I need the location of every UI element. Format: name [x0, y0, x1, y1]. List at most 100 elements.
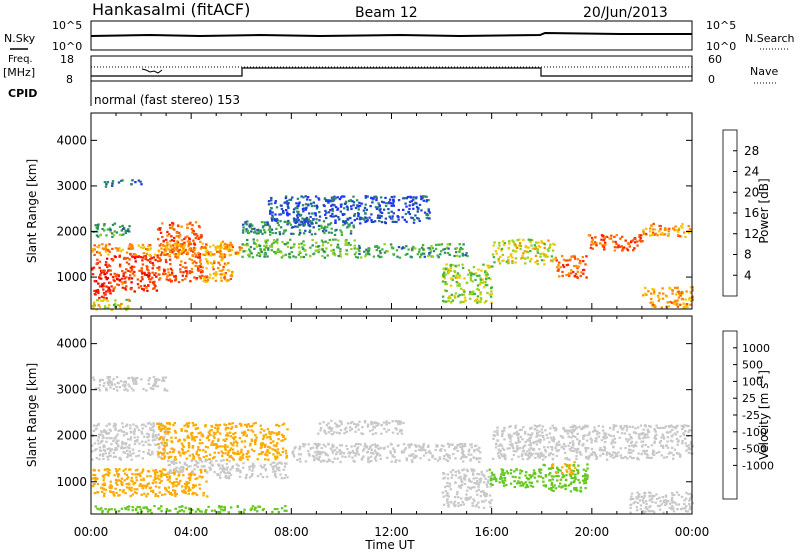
data-cell-8: [302, 232, 306, 235]
data-cell-6: [463, 442, 467, 446]
data-cell-17: [295, 202, 298, 205]
data-cell-12: [503, 457, 507, 460]
data-cell-17: [364, 216, 367, 219]
data-cell-15: [687, 298, 691, 301]
data-cell-7: [248, 248, 251, 251]
freq-tick-bottom: 8: [66, 73, 73, 86]
data-cell-6: [438, 457, 442, 460]
data-cell-8: [475, 490, 478, 493]
data-cell-2: [170, 440, 173, 443]
data-cell-2: [159, 243, 163, 246]
data-cell-1: [153, 280, 156, 283]
data-cell-6: [294, 446, 297, 449]
data-cell-4: [269, 463, 273, 466]
data-cell-3: [203, 465, 206, 468]
data-cell-3: [181, 465, 184, 468]
data-cell-2: [262, 436, 266, 439]
data-cell-6: [315, 447, 319, 450]
data-cell-6: [364, 445, 367, 448]
data-cell-8: [466, 489, 469, 492]
data-cell-2: [225, 427, 228, 430]
data-cell-1: [116, 475, 120, 478]
data-cell-1: [148, 278, 151, 281]
data-cell-13: [688, 505, 692, 508]
data-cell-4: [219, 476, 222, 479]
data-cell-2: [264, 458, 267, 461]
data-cell-1: [146, 289, 149, 292]
data-cell-10: [479, 293, 482, 296]
data-cell-6: [110, 308, 114, 312]
data-cell-4: [134, 253, 137, 257]
data-cell-0: [147, 451, 150, 455]
data-cell-1: [193, 473, 197, 476]
data-cell-4: [98, 244, 101, 247]
data-cell-12: [662, 446, 665, 449]
data-cell-12: [571, 429, 574, 432]
data-cell-8: [487, 476, 490, 479]
data-cell-4: [197, 251, 200, 255]
data-cell-12: [654, 434, 657, 438]
data-cell-7: [400, 432, 404, 435]
data-cell-7: [371, 433, 375, 436]
data-cell-0: [98, 266, 101, 269]
data-cell-0: [102, 457, 105, 461]
data-cell-10: [586, 474, 589, 477]
data-cell-2: [236, 441, 239, 444]
data-cell-17: [286, 214, 289, 217]
data-cell-7: [280, 251, 283, 254]
data-cell-17: [393, 220, 396, 223]
data-cell-6: [315, 444, 319, 447]
data-cell-17: [393, 195, 396, 198]
data-cell-5: [283, 509, 286, 512]
data-cell-1: [145, 286, 148, 289]
data-cell-10: [457, 295, 460, 298]
data-cell-10: [575, 486, 578, 490]
data-cell-9: [495, 479, 498, 483]
data-cell-12: [551, 438, 554, 441]
data-cell-12: [510, 458, 514, 461]
data-cell-12: [689, 429, 693, 432]
data-cell-8: [480, 470, 483, 473]
data-cell-17: [411, 203, 415, 207]
data-cell-3: [209, 467, 212, 470]
data-cell-1: [101, 483, 104, 486]
data-cell-7: [267, 247, 270, 250]
data-cell-2: [162, 268, 166, 271]
data-cell-9: [448, 243, 452, 246]
data-cell-7: [250, 252, 253, 255]
data-cell-12: [533, 424, 537, 427]
data-cell-13: [656, 504, 660, 507]
data-cell-7: [375, 424, 378, 427]
data-cell-2: [272, 440, 275, 443]
data-cell-14: [665, 228, 668, 231]
data-cell-3: [187, 465, 190, 468]
data-cell-1: [92, 483, 96, 486]
data-cell-15: [676, 286, 679, 289]
data-cell-12: [557, 449, 561, 452]
data-cell-11: [498, 241, 501, 244]
data-cell-4: [95, 251, 99, 254]
data-cell-3: [214, 273, 217, 276]
data-cell-11: [518, 238, 521, 241]
data-cell-6: [363, 442, 367, 446]
data-cell-14: [656, 234, 659, 237]
data-cell-17: [334, 206, 338, 209]
data-cell-8: [278, 231, 281, 234]
data-cell-14: [688, 228, 692, 231]
data-cell-8: [450, 476, 453, 479]
data-cell-6: [341, 455, 344, 458]
data-cell-7: [314, 249, 317, 252]
data-cell-9: [464, 254, 467, 257]
data-cell-3: [206, 251, 209, 254]
data-cell-12: [619, 425, 623, 428]
data-cell-7: [337, 246, 340, 249]
data-cell-2: [157, 443, 160, 446]
data-cell-5: [181, 505, 184, 508]
data-cell-17: [357, 213, 360, 216]
data-cell-6: [448, 457, 451, 460]
data-cell-2: [175, 231, 178, 235]
data-cell-8: [320, 224, 323, 227]
data-cell-13: [636, 497, 639, 500]
data-cell-6: [331, 449, 334, 452]
data-cell-2: [198, 275, 201, 278]
